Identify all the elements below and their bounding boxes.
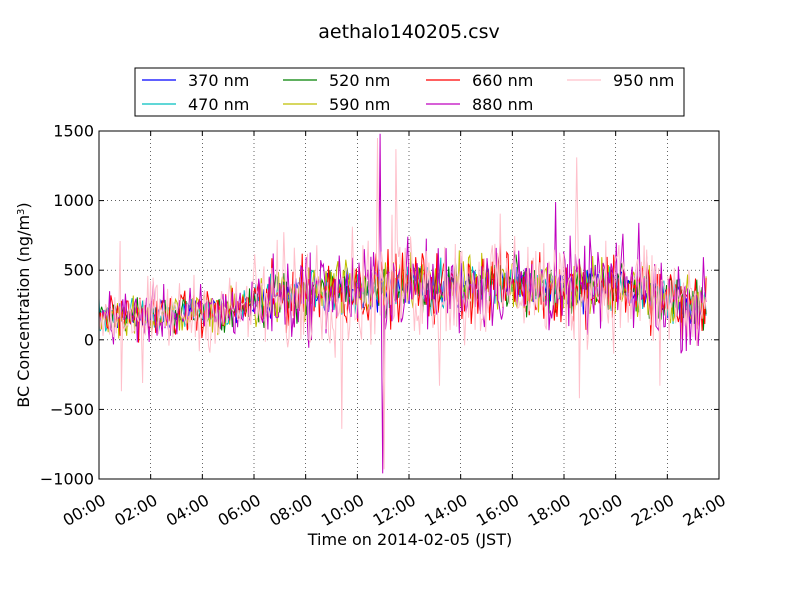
legend-label: 950 nm [613, 71, 674, 90]
y-axis-label-sup: 3 [16, 209, 27, 215]
legend-label: 370 nm [188, 71, 249, 90]
x-axis-label: Time on 2014-02-05 (JST) [307, 530, 512, 549]
y-tick-label: 500 [63, 261, 94, 280]
legend-label: 470 nm [188, 95, 249, 114]
plot-area [98, 130, 720, 480]
series-line [98, 137, 707, 470]
y-tick-label: −1000 [40, 470, 94, 489]
plot-frame [98, 130, 720, 480]
chart-title: aethalo140205.csv [318, 21, 500, 43]
legend: 370 nm 470 nm 520 nm 590 nm 660 nm 880 nm 950 … [134, 67, 685, 117]
legend-label: 660 nm [472, 71, 533, 90]
y-tick-labels: −1000 −500 0 500 1000 1500 [40, 122, 94, 489]
legend-label: 590 nm [329, 95, 390, 114]
y-tick-label: 0 [84, 330, 94, 349]
legend-label: 880 nm [472, 95, 533, 114]
legend-frame [134, 67, 685, 117]
y-axis-label-tail: ) [14, 202, 33, 208]
y-axis-label: BC Concentration (ng/m3) [14, 202, 33, 407]
y-tick-label: 1000 [53, 191, 94, 210]
legend-label: 520 nm [329, 71, 390, 90]
y-tick-label: 1500 [53, 122, 94, 141]
y-axis-label-main: BC Concentration (ng/m [14, 215, 33, 408]
series-lines [98, 133, 707, 474]
y-tick-label: −500 [50, 400, 94, 419]
